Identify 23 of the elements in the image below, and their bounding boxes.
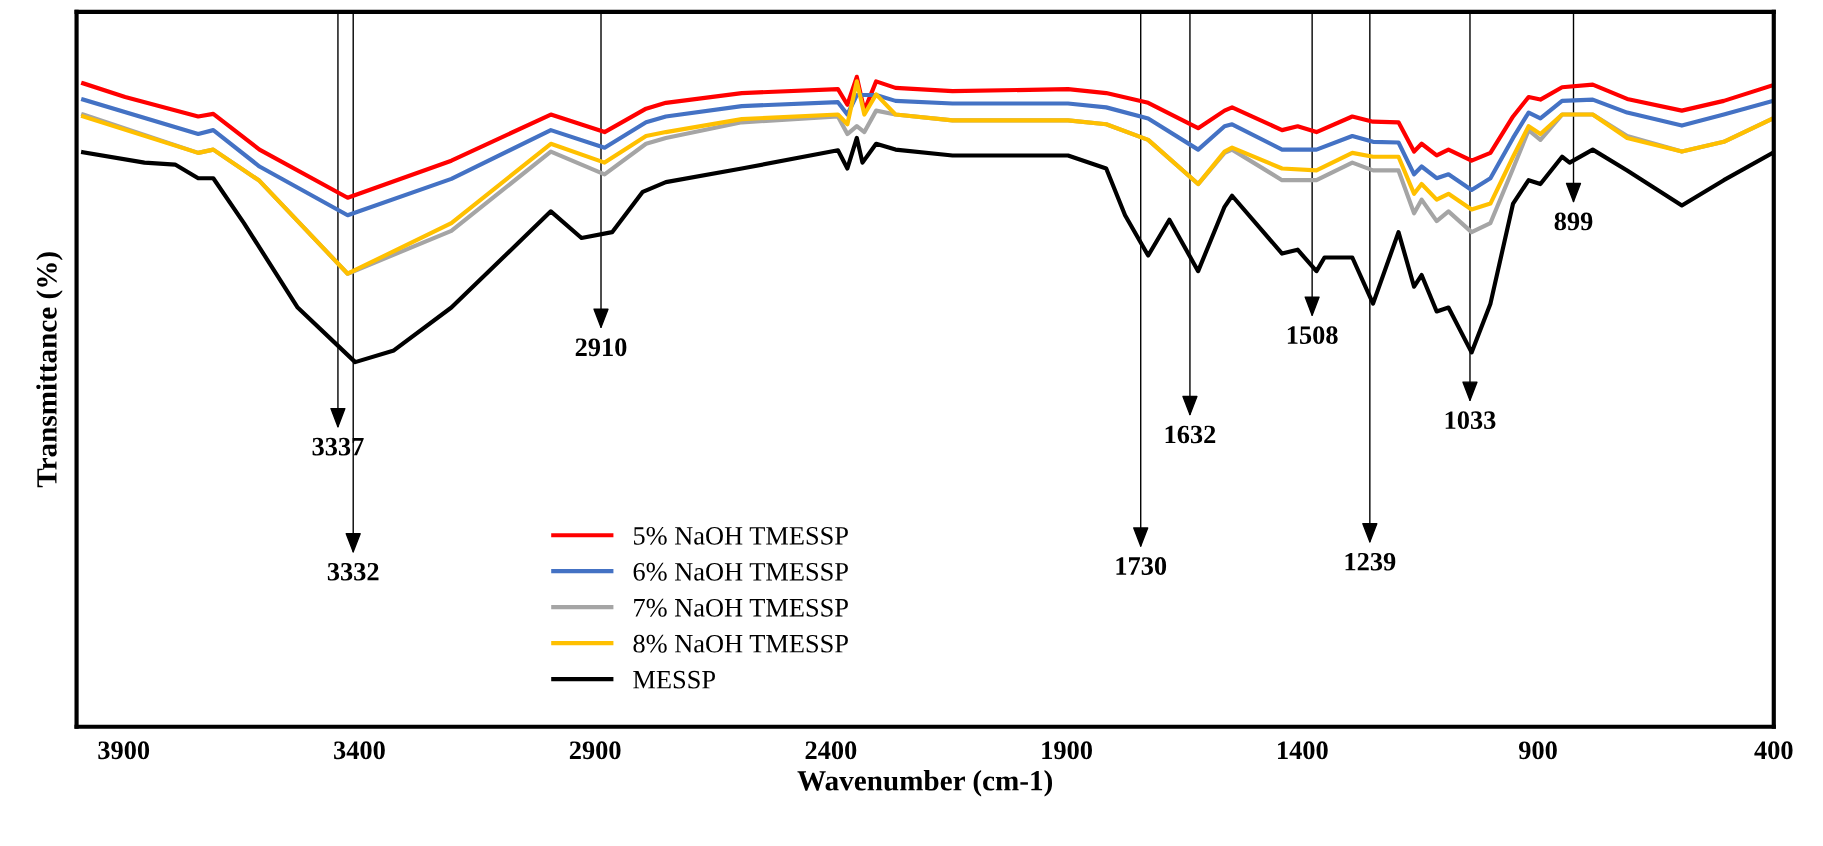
legend-label: MESSP (633, 670, 716, 689)
legend-label: 6% NaOH TMESSP (633, 562, 848, 581)
annotation: 2910 (575, 338, 627, 357)
x-tick-label: 1900 (1042, 741, 1092, 760)
x-tick-label: 1400 (1278, 741, 1328, 760)
y-axis-title: Transmittance (%) (36, 252, 63, 488)
annotation: 1632 (1165, 425, 1216, 444)
x-tick-label: 3400 (334, 741, 385, 760)
x-tick-label: 400 (1754, 741, 1793, 760)
x-tick-label: 3900 (98, 741, 150, 760)
annotation: 1239 (1345, 552, 1396, 571)
x-axis-title: Wavenumber (cm-1) (797, 770, 1053, 797)
annotation: 1033 (1445, 411, 1496, 430)
legend-label: 8% NaOH TMESSP (633, 634, 848, 653)
annotation: 1730 (1116, 557, 1167, 575)
x-tick-label: 2400 (805, 741, 857, 760)
legend-label: 5% NaOH TMESSP (633, 526, 848, 545)
annotation: 1508 (1287, 326, 1338, 344)
x-tick-label: 2900 (569, 741, 621, 760)
x-tick-label: 900 (1518, 741, 1557, 760)
annotation: 899 (1554, 212, 1593, 231)
legend-label: 7% NaOH TMESSP (634, 598, 848, 617)
annotation: 3332 (327, 562, 379, 581)
